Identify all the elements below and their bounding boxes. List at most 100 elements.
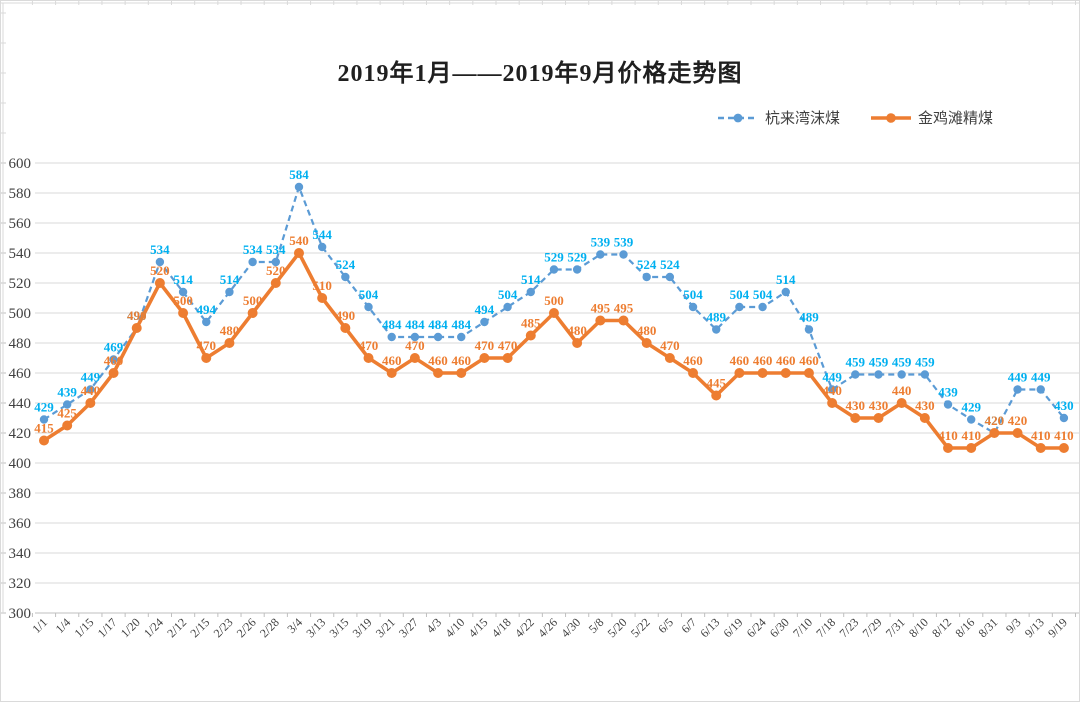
data-label-1: 470 bbox=[405, 338, 425, 353]
series-marker-1 bbox=[154, 278, 165, 288]
data-label-1: 430 bbox=[846, 398, 866, 413]
data-label-1: 480 bbox=[567, 323, 587, 338]
x-category-label: 9/19 bbox=[1045, 615, 1070, 640]
data-label-0: 494 bbox=[475, 302, 495, 317]
series-marker-1 bbox=[595, 315, 606, 326]
data-label-1: 510 bbox=[312, 278, 332, 293]
x-category-label: 1/20 bbox=[118, 615, 143, 640]
series-marker-0 bbox=[271, 257, 280, 267]
series-marker-0 bbox=[1059, 413, 1069, 423]
series-marker-1 bbox=[456, 368, 467, 378]
data-label-0: 524 bbox=[336, 257, 356, 272]
series-marker-0 bbox=[364, 302, 373, 312]
x-category-label: 4/18 bbox=[489, 615, 514, 640]
chart-title: 2019年1月——2019年9月价格走势图 bbox=[337, 61, 743, 87]
x-category-label: 3/21 bbox=[373, 615, 398, 640]
series-marker-0 bbox=[457, 332, 466, 342]
series-marker-0 bbox=[526, 287, 535, 297]
x-category-label: 2/12 bbox=[164, 615, 189, 640]
series-marker-1 bbox=[989, 428, 1000, 438]
x-category-label: 9/3 bbox=[1003, 615, 1024, 636]
data-label-1: 500 bbox=[544, 293, 564, 308]
y-tick-label: 520 bbox=[9, 276, 32, 292]
series-marker-0 bbox=[294, 182, 304, 192]
data-label-1: 425 bbox=[57, 406, 77, 421]
data-label-0: 534 bbox=[150, 242, 170, 257]
y-tick-label: 360 bbox=[9, 516, 32, 532]
x-category-label: 1/15 bbox=[71, 615, 96, 640]
data-label-0: 489 bbox=[706, 310, 726, 325]
data-label-0: 504 bbox=[498, 287, 518, 302]
data-label-0: 529 bbox=[544, 250, 564, 265]
series-marker-1 bbox=[688, 368, 699, 378]
data-label-1: 460 bbox=[428, 353, 448, 368]
data-label-1: 420 bbox=[985, 413, 1005, 428]
data-label-0: 504 bbox=[359, 287, 379, 302]
series-marker-1 bbox=[664, 353, 675, 363]
data-label-0: 439 bbox=[938, 385, 958, 400]
legend-item-jinjitan: 金鸡滩精煤 bbox=[870, 107, 993, 128]
series-marker-1 bbox=[548, 308, 559, 318]
data-label-1: 470 bbox=[475, 338, 495, 353]
x-category-label: 4/3 bbox=[423, 615, 444, 636]
data-label-1: 485 bbox=[521, 316, 541, 331]
x-category-label: 3/4 bbox=[284, 615, 305, 636]
legend-label-hanglaiwan: 杭来湾沫煤 bbox=[764, 111, 840, 127]
series-marker-1 bbox=[131, 323, 142, 333]
series-marker-1 bbox=[409, 353, 420, 363]
series-marker-1 bbox=[293, 248, 304, 258]
series-marker-0 bbox=[341, 272, 350, 282]
data-label-0: 504 bbox=[753, 287, 773, 302]
y-tick-label: 500 bbox=[9, 306, 32, 322]
data-label-0: 490 bbox=[127, 308, 147, 323]
series-marker-0 bbox=[920, 370, 930, 379]
data-label-0: 429 bbox=[34, 400, 54, 415]
data-label-1: 495 bbox=[614, 301, 634, 316]
series-marker-1 bbox=[386, 368, 397, 378]
series-marker-1 bbox=[1012, 428, 1023, 438]
series-marker-0 bbox=[619, 250, 628, 259]
x-category-label: 5/22 bbox=[628, 615, 653, 640]
series-marker-0 bbox=[1013, 385, 1022, 394]
data-label-0: 484 bbox=[451, 317, 471, 332]
x-category-label: 2/26 bbox=[234, 615, 259, 640]
series-marker-1 bbox=[572, 338, 583, 348]
data-label-1: 460 bbox=[776, 353, 796, 368]
x-category-label: 3/19 bbox=[350, 615, 375, 640]
series-marker-1 bbox=[966, 443, 977, 453]
x-category-label: 1/4 bbox=[53, 615, 74, 636]
x-category-label: 8/12 bbox=[929, 615, 954, 640]
series-marker-0 bbox=[758, 302, 767, 312]
data-label-0: 429 bbox=[961, 400, 981, 415]
data-label-1: 410 bbox=[1031, 428, 1051, 443]
series-marker-0 bbox=[967, 415, 976, 424]
solid-line-dot-icon bbox=[870, 112, 911, 123]
series-marker-0 bbox=[155, 257, 165, 267]
data-label-0: 584 bbox=[289, 167, 309, 182]
series-marker-1 bbox=[502, 353, 513, 363]
x-category-label: 6/24 bbox=[744, 615, 769, 640]
series-marker-1 bbox=[201, 353, 212, 363]
data-label-0: 514 bbox=[173, 272, 193, 287]
series-marker-0 bbox=[39, 415, 49, 424]
series-marker-0 bbox=[827, 385, 837, 394]
data-label-0: 494 bbox=[197, 302, 217, 317]
x-category-label: 5/20 bbox=[605, 615, 630, 640]
series-marker-1 bbox=[363, 353, 374, 363]
x-category-label: 3/13 bbox=[303, 615, 328, 640]
data-label-1: 410 bbox=[938, 428, 958, 443]
data-label-0: 539 bbox=[614, 235, 634, 250]
series-marker-1 bbox=[1035, 443, 1046, 453]
data-label-1: 460 bbox=[451, 353, 471, 368]
series-marker-1 bbox=[711, 390, 722, 401]
series-marker-0 bbox=[596, 250, 605, 259]
x-category-label: 4/30 bbox=[558, 615, 583, 640]
x-category-label: 4/26 bbox=[535, 615, 560, 640]
x-category-label: 5/8 bbox=[586, 615, 607, 636]
data-label-0: 514 bbox=[521, 272, 541, 287]
series-marker-0 bbox=[943, 400, 953, 409]
data-label-0: 524 bbox=[660, 257, 680, 272]
data-label-0: 439 bbox=[57, 385, 77, 400]
series-marker-0 bbox=[225, 287, 234, 297]
x-category-label: 7/31 bbox=[883, 615, 908, 640]
